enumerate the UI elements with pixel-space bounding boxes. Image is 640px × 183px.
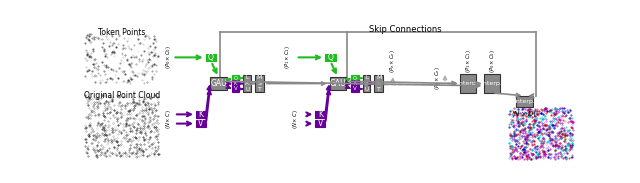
Text: $(N\times C)$: $(N\times C)$ [291, 109, 300, 129]
FancyBboxPatch shape [351, 81, 359, 87]
FancyBboxPatch shape [330, 77, 346, 90]
Text: $(P_e\times C_e)$: $(P_e\times C_e)$ [433, 66, 442, 90]
Text: Token Points: Token Points [98, 28, 145, 37]
Text: Interp.: Interp. [481, 81, 502, 86]
Text: L
A
U: L A U [365, 75, 369, 92]
FancyBboxPatch shape [232, 81, 239, 87]
FancyBboxPatch shape [205, 54, 216, 61]
FancyBboxPatch shape [316, 120, 325, 127]
Text: L
A
U: L A U [245, 75, 249, 92]
Text: Interp.: Interp. [514, 99, 535, 104]
FancyBboxPatch shape [255, 75, 264, 92]
FancyBboxPatch shape [210, 77, 227, 90]
FancyBboxPatch shape [374, 75, 383, 92]
Text: GAU: GAU [211, 79, 227, 88]
FancyBboxPatch shape [351, 75, 359, 81]
Text: $(N\times D)$: $(N\times D)$ [511, 109, 538, 119]
Text: $(P_0\times C_0)$: $(P_0\times C_0)$ [488, 49, 497, 73]
Text: Interp.: Interp. [458, 81, 479, 86]
Text: $(P_1\times C_1)$: $(P_1\times C_1)$ [463, 49, 472, 73]
FancyBboxPatch shape [460, 74, 476, 93]
Text: V: V [353, 86, 357, 92]
Text: Q: Q [328, 53, 333, 62]
Text: K: K [198, 110, 204, 119]
FancyBboxPatch shape [363, 75, 371, 92]
Text: $(P_0\times C_0)$: $(P_0\times C_0)$ [164, 45, 173, 69]
Text: V: V [198, 119, 204, 128]
Text: M
S
T: M S T [376, 75, 381, 92]
FancyBboxPatch shape [196, 111, 206, 118]
Text: Q: Q [208, 53, 214, 62]
FancyBboxPatch shape [243, 75, 251, 92]
FancyBboxPatch shape [325, 54, 336, 61]
FancyBboxPatch shape [351, 86, 359, 92]
Text: K: K [234, 81, 237, 86]
Text: Q: Q [234, 76, 237, 81]
Text: Original Point Cloud: Original Point Cloud [83, 91, 160, 100]
FancyBboxPatch shape [232, 75, 239, 81]
FancyBboxPatch shape [232, 86, 239, 92]
Text: V: V [234, 86, 237, 92]
FancyBboxPatch shape [484, 74, 500, 93]
FancyBboxPatch shape [196, 120, 206, 127]
Text: $(P_1\times C_1)$: $(P_1\times C_1)$ [284, 45, 292, 69]
Text: Skip Connections: Skip Connections [369, 25, 442, 34]
FancyBboxPatch shape [316, 111, 325, 118]
Text: $(P_e\times C_e)$: $(P_e\times C_e)$ [388, 49, 397, 73]
Text: GAU: GAU [330, 79, 346, 88]
Text: V: V [317, 119, 323, 128]
Text: M
S
T: M S T [257, 75, 262, 92]
Text: K: K [318, 110, 323, 119]
Text: Q: Q [353, 76, 357, 81]
Text: $(N\times C)$: $(N\times C)$ [164, 109, 173, 129]
Text: K: K [353, 81, 356, 86]
FancyBboxPatch shape [516, 96, 533, 107]
